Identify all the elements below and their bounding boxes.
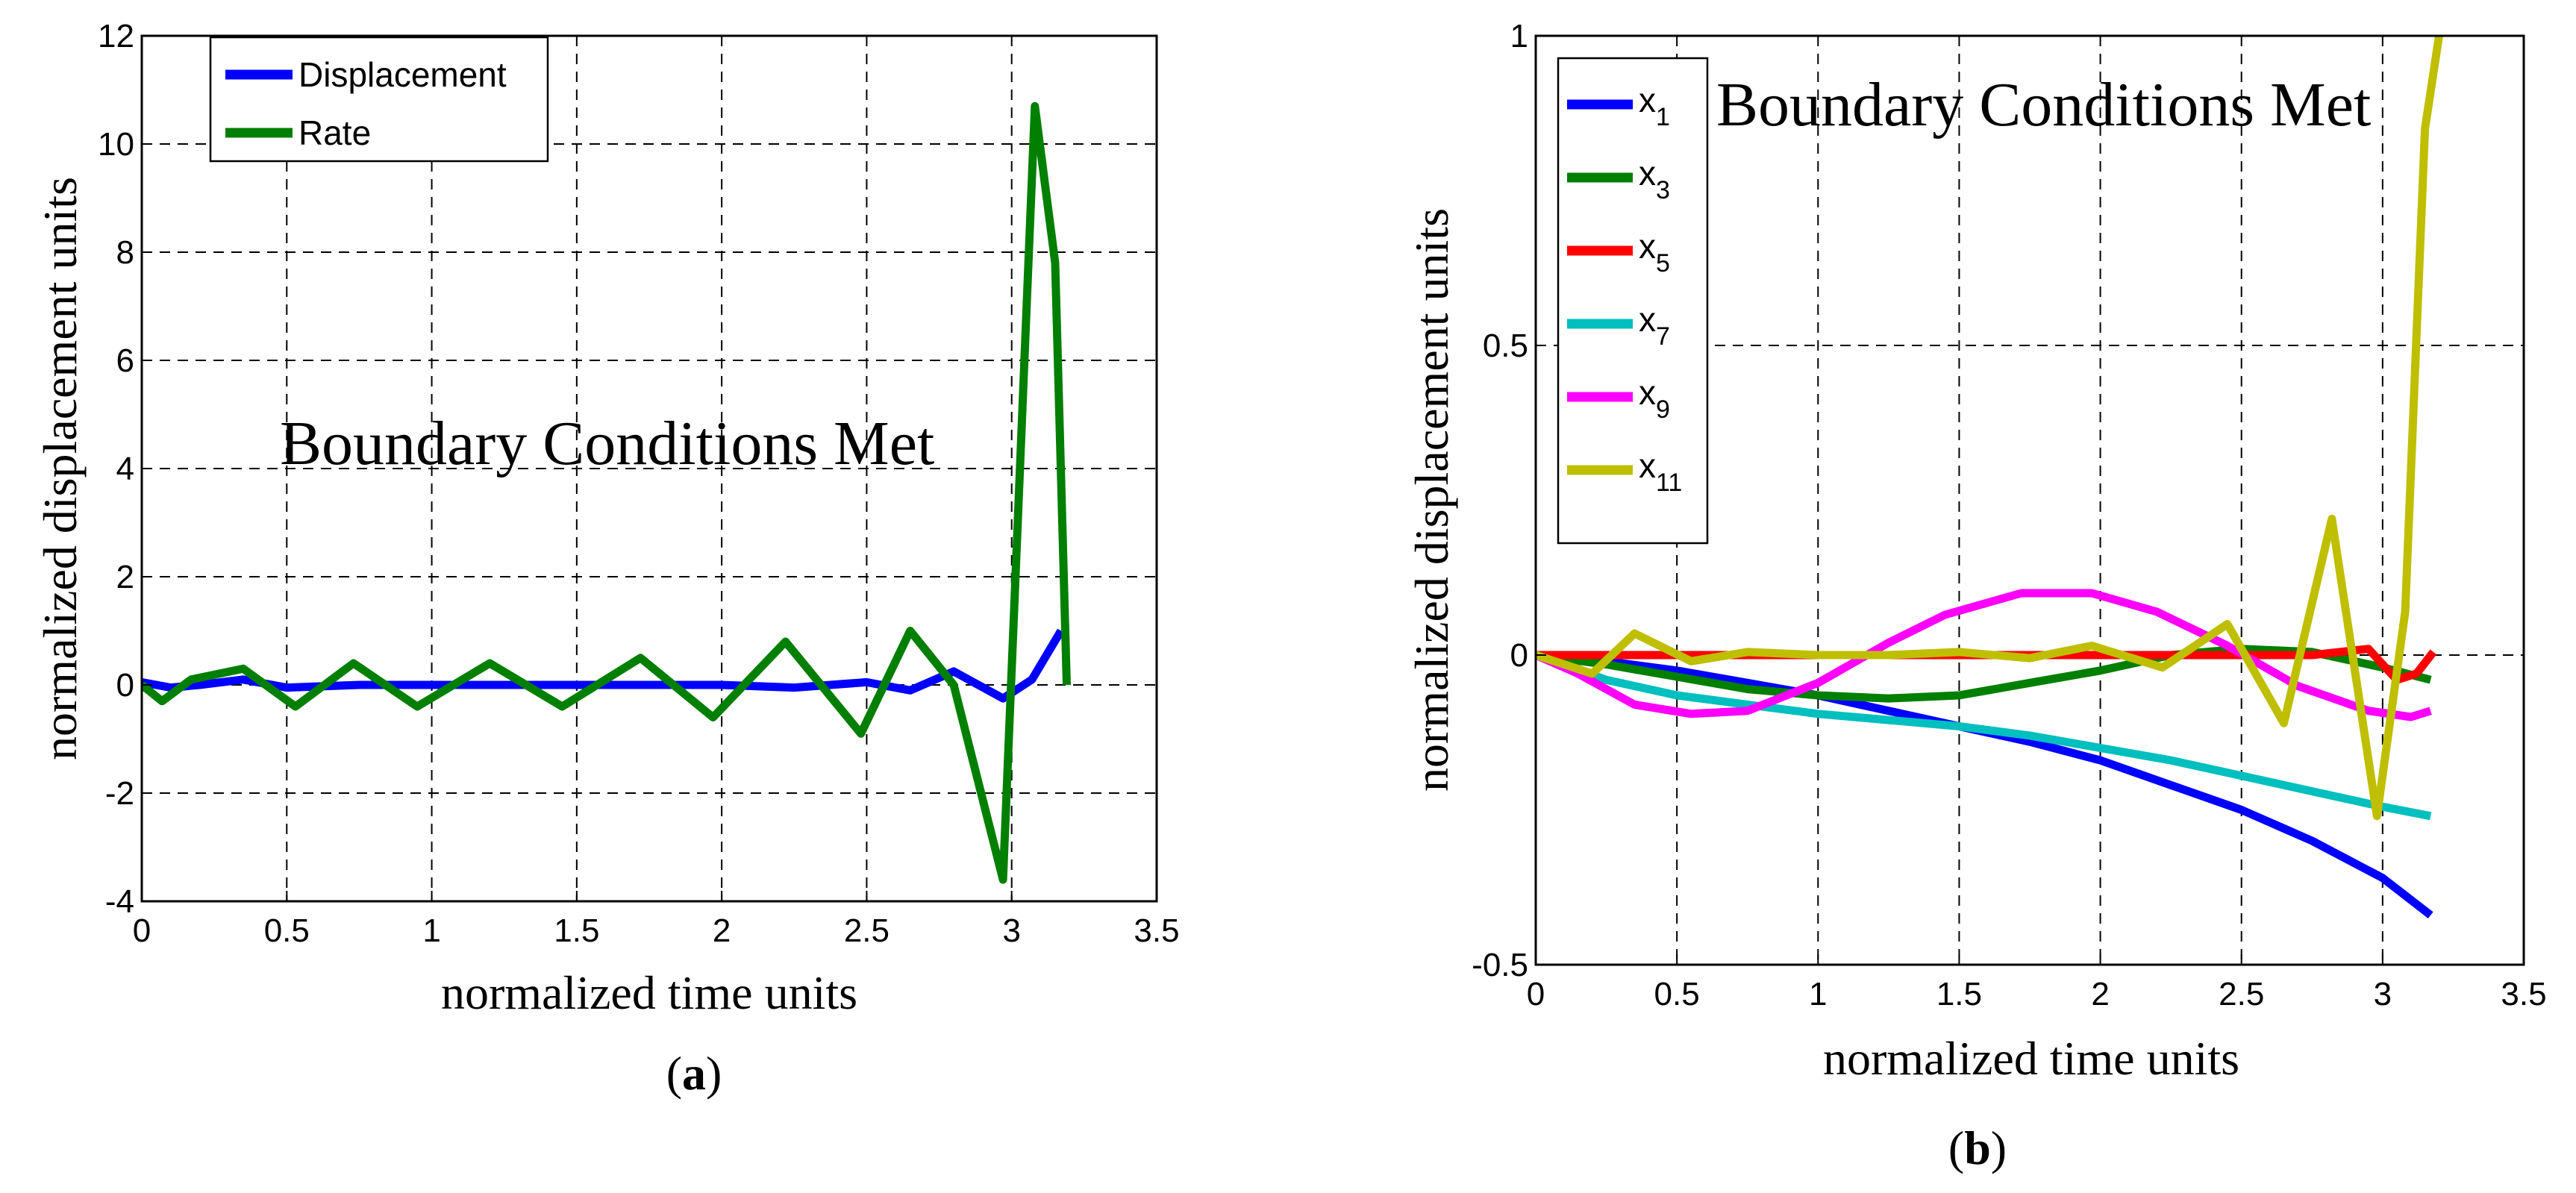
panel-label-a: (a) [666,1047,722,1100]
x-tick-label: 3 [1002,912,1020,949]
legend-label-main: x [1639,154,1656,192]
legend-label-x9: x9 [1639,373,1670,424]
plot-frame-b [1534,34,2525,966]
x-tick-label: 3.5 [2501,976,2546,1012]
legend-label-main: x [1639,81,1656,119]
legend-box-b [1557,57,1709,545]
annotation-a: Boundary Conditions Met [280,409,934,478]
y-axis-label-a: normalized displacement units [34,177,87,760]
x-tick-label: 2.5 [844,912,890,949]
legend-label-subscript: 11 [1656,469,1682,497]
x-tick-label: 1 [1809,976,1827,1012]
y-tick-label: 10 [98,126,134,163]
x-tick-label: 1.5 [554,912,599,949]
series-line-rate [142,101,1071,884]
legend-a: Displacement Rate [209,36,549,163]
x-tick-label: 2 [713,912,731,949]
y-tick-label: -4 [105,883,134,920]
x-tick-label: 1.5 [1936,976,1982,1012]
y-tick-label: 0 [1510,637,1528,674]
x-tick-label: 0.5 [264,912,310,949]
series-line-displacement [142,628,1065,703]
grid-a [142,36,1157,901]
y-tick-label: 8 [116,234,134,271]
annotation-b: Boundary Conditions Met [1716,70,2371,140]
x-tick-label: 3 [2374,976,2392,1012]
y-tick-label: 6 [116,342,134,379]
x-ticks-a: 0 0.5 1 1.5 2 2.5 3 3.5 [133,891,1180,949]
legend-label-x5: x5 [1639,227,1670,278]
x-axis-label-b: normalized time units [1823,1032,2239,1085]
y-axis-label-b: normalized displacement units [1405,208,1458,792]
legend-label-x3: x3 [1639,154,1670,204]
x-tick-label: 0 [133,912,151,949]
legend-label-subscript: 9 [1656,395,1670,424]
x-ticks-b: 0 0.5 1 1.5 2 2.5 3 3.5 [1527,954,2547,1012]
legend-label-rate: Rate [298,113,371,152]
x-tick-label: 2 [2091,976,2109,1012]
legend-label-displacement: Displacement [298,55,507,94]
x-axis-label-a: normalized time units [441,966,857,1019]
legend-label-x7: x7 [1639,300,1670,351]
legend-label-subscript: 5 [1656,249,1670,278]
legend-label-x1: x1 [1639,81,1670,131]
series-b [1536,36,2443,918]
series-line-x7 [1536,651,2432,821]
legend-label-main: x [1639,227,1656,266]
series-a [142,101,1071,884]
y-tick-label: 12 [98,18,134,54]
legend-label-subscript: 3 [1656,176,1670,204]
legend-label-subscript: 1 [1656,103,1670,131]
series-line-x9 [1536,589,2432,721]
x-tick-label: 0 [1527,976,1545,1012]
x-tick-label: 1 [422,912,440,949]
y-ticks-b: -0.5 0 0.5 1 [1472,18,1546,983]
y-tick-label: -2 [105,775,134,812]
y-ticks-a: -4 -2 0 2 4 6 8 10 12 [98,18,152,920]
x-tick-label: 2.5 [2219,976,2264,1012]
series-line-x11 [1536,36,2443,821]
x-tick-label: 3.5 [1134,912,1179,949]
legend-box-a [209,36,549,163]
x-tick-label: 0.5 [1654,976,1700,1012]
y-tick-label: 4 [116,451,134,487]
panel-label-b: (b) [1948,1121,2007,1174]
y-tick-label: 1 [1510,18,1528,54]
y-tick-label: 0.5 [1483,328,1528,364]
chart-a: 0 0.5 1 1.5 2 2.5 3 3.5 -4 -2 0 2 4 6 8 10 12 Boundary … [34,18,1180,1100]
chart-b: 0 0.5 1 1.5 2 2.5 3 3.5 -0.500.51 Boundary Cond… [1405,18,2547,1174]
y-tick-label: 0 [116,667,134,704]
legend-label-x11: x11 [1639,446,1682,497]
legend-label-main: x [1639,446,1656,485]
y-tick-label: 2 [116,559,134,595]
legend-label-main: x [1639,300,1656,339]
legend-label-main: x [1639,373,1656,412]
y-tick-label: -0.5 [1472,947,1528,983]
legend-label-subscript: 7 [1656,322,1670,351]
